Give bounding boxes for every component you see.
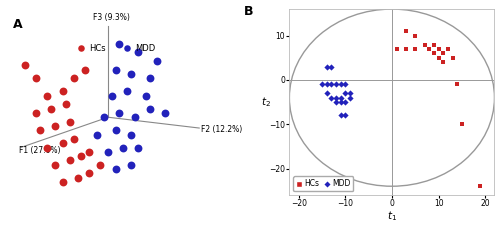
- Point: [127, 72, 135, 76]
- Point: [116, 42, 124, 46]
- Point: [58, 180, 66, 184]
- Text: F1 (27.6%): F1 (27.6%): [19, 146, 60, 155]
- Point: [342, 100, 349, 104]
- Point: [146, 76, 154, 80]
- Text: A: A: [13, 18, 23, 31]
- Point: [332, 100, 340, 104]
- Text: HCs: HCs: [89, 44, 106, 52]
- Point: [142, 94, 150, 97]
- Point: [434, 47, 442, 51]
- Point: [336, 100, 344, 104]
- Point: [328, 82, 336, 86]
- Point: [127, 133, 135, 136]
- Point: [161, 111, 169, 115]
- Point: [336, 114, 344, 117]
- Point: [104, 150, 112, 154]
- Point: [342, 114, 349, 117]
- Point: [20, 63, 28, 67]
- Point: [411, 34, 419, 38]
- Point: [66, 159, 74, 162]
- Point: [420, 43, 428, 46]
- Point: [439, 60, 447, 64]
- Point: [322, 65, 330, 68]
- Point: [32, 76, 40, 80]
- Point: [123, 46, 131, 50]
- Point: [116, 111, 124, 115]
- Point: [58, 90, 66, 93]
- Point: [58, 141, 66, 145]
- Point: [78, 46, 86, 50]
- Point: [112, 167, 120, 171]
- Point: [82, 68, 90, 71]
- Point: [134, 146, 142, 149]
- Point: [78, 154, 86, 158]
- Point: [85, 172, 93, 175]
- Point: [96, 163, 104, 167]
- Point: [85, 150, 93, 154]
- Point: [112, 68, 120, 71]
- Point: [430, 52, 438, 55]
- Point: [154, 59, 162, 63]
- Point: [342, 91, 349, 95]
- Point: [392, 47, 400, 51]
- Point: [322, 82, 330, 86]
- Point: [448, 56, 456, 60]
- Point: [346, 96, 354, 99]
- Point: [332, 82, 340, 86]
- Point: [342, 82, 349, 86]
- Point: [434, 56, 442, 60]
- Point: [74, 176, 82, 180]
- Point: [430, 43, 438, 46]
- Point: [51, 163, 59, 167]
- Text: MDD: MDD: [134, 44, 155, 52]
- Point: [336, 96, 344, 99]
- Point: [146, 107, 154, 110]
- Text: F3 (9.3%): F3 (9.3%): [94, 13, 130, 22]
- Point: [332, 96, 340, 99]
- X-axis label: $t_1$: $t_1$: [387, 210, 397, 224]
- Point: [444, 47, 452, 51]
- Text: F2 (12.2%): F2 (12.2%): [201, 125, 242, 134]
- Point: [70, 137, 78, 141]
- Point: [411, 47, 419, 51]
- Point: [120, 146, 128, 149]
- Point: [453, 82, 461, 86]
- Point: [134, 51, 142, 54]
- Point: [123, 90, 131, 93]
- Point: [336, 82, 344, 86]
- Point: [328, 96, 336, 99]
- Point: [425, 47, 433, 51]
- Point: [108, 94, 116, 97]
- Point: [439, 52, 447, 55]
- Point: [51, 124, 59, 128]
- Point: [62, 102, 70, 106]
- Point: [476, 184, 484, 188]
- Point: [100, 115, 108, 119]
- Point: [328, 65, 336, 68]
- Point: [92, 133, 100, 136]
- Point: [402, 47, 410, 51]
- Point: [47, 107, 55, 110]
- Text: B: B: [244, 5, 254, 18]
- Point: [70, 76, 78, 80]
- Point: [458, 122, 466, 126]
- Point: [130, 115, 138, 119]
- Legend: HCs, MDD: HCs, MDD: [293, 176, 354, 191]
- Point: [322, 91, 330, 95]
- Point: [402, 29, 410, 33]
- Point: [32, 111, 40, 115]
- Point: [318, 82, 326, 86]
- Point: [127, 163, 135, 167]
- Point: [346, 91, 354, 95]
- Point: [66, 120, 74, 123]
- Point: [44, 146, 52, 149]
- Point: [44, 94, 52, 97]
- Point: [112, 128, 120, 132]
- Point: [36, 128, 44, 132]
- Y-axis label: $t_2$: $t_2$: [262, 95, 272, 109]
